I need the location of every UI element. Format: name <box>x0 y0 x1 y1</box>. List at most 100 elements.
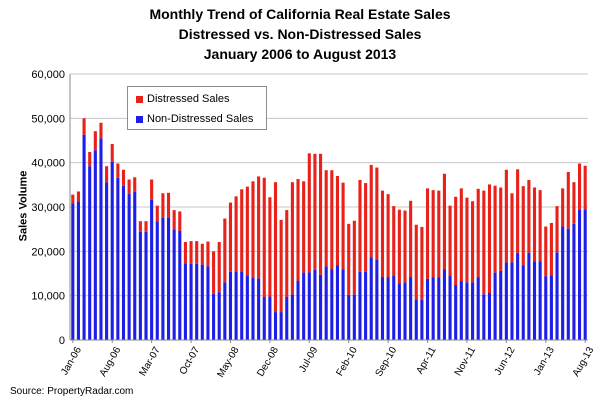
bar-non-distressed <box>437 277 441 340</box>
bar-non-distressed <box>330 269 334 340</box>
bar-non-distressed <box>240 271 244 340</box>
bar-distressed <box>549 222 553 276</box>
bar-distressed <box>510 193 514 263</box>
bar-distressed <box>493 185 497 273</box>
bar-non-distressed <box>375 259 379 340</box>
bar-non-distressed <box>195 263 199 340</box>
x-tick-label: Nov-11 <box>453 345 478 378</box>
bar-distressed <box>566 171 570 229</box>
bar-non-distressed <box>414 299 418 340</box>
bar-distressed <box>341 182 345 270</box>
bar-non-distressed <box>549 275 553 340</box>
bar-non-distressed <box>459 281 463 340</box>
bar-distressed <box>268 197 272 297</box>
bar-non-distressed <box>425 278 430 340</box>
x-tick-label: Aug-06 <box>98 345 124 379</box>
bar-non-distressed <box>442 269 446 340</box>
bar-distressed <box>245 186 249 276</box>
bar-distressed <box>116 163 120 178</box>
bar-non-distressed <box>285 297 289 340</box>
legend: Distressed Sales Non-Distressed Sales <box>127 86 267 130</box>
bar-non-distressed <box>206 266 210 340</box>
bar-non-distressed <box>465 282 469 340</box>
bar-distressed <box>93 131 97 151</box>
bar-distressed <box>487 184 492 294</box>
bar-non-distressed <box>189 263 193 340</box>
bar-non-distressed <box>234 271 238 340</box>
bar-non-distressed <box>364 271 368 340</box>
bar-non-distressed <box>572 223 576 340</box>
x-tick-label: Feb-10 <box>334 345 360 378</box>
bar-distressed <box>471 201 475 283</box>
bar-distressed <box>290 182 294 295</box>
bar-distressed <box>369 164 373 258</box>
bar-distressed <box>380 190 385 278</box>
bar-distressed <box>155 205 159 222</box>
bar-non-distressed <box>504 262 508 340</box>
bar-non-distressed <box>335 265 339 340</box>
bar-non-distressed <box>431 277 435 340</box>
bar-distressed <box>138 221 142 232</box>
bar-non-distressed <box>88 166 92 340</box>
bar-non-distressed <box>296 280 300 340</box>
bar-non-distressed <box>561 226 565 340</box>
bar-distressed <box>583 165 587 210</box>
bar-non-distressed <box>127 193 131 340</box>
bar-distressed <box>335 175 339 266</box>
bar-distressed <box>178 211 182 231</box>
bar-distressed <box>183 242 187 264</box>
bar-distressed <box>324 170 328 267</box>
bar-non-distressed <box>268 296 272 340</box>
bar-non-distressed <box>150 199 154 340</box>
bar-distressed <box>234 196 238 272</box>
bar-non-distressed <box>144 231 148 340</box>
bar-distressed <box>538 190 542 262</box>
bar-distressed <box>105 166 109 183</box>
bar-non-distressed <box>251 277 255 340</box>
bar-distressed <box>195 241 199 264</box>
bar-distressed <box>150 179 154 200</box>
bar-distressed <box>375 167 379 260</box>
bar-non-distressed <box>313 269 317 340</box>
chart-date-range: January 2006 to August 2013 <box>203 46 397 62</box>
bar-non-distressed <box>527 252 531 340</box>
bar-non-distressed <box>380 277 385 340</box>
bar-non-distressed <box>409 277 413 340</box>
bar-non-distressed <box>341 269 345 340</box>
bar-distressed <box>431 190 435 278</box>
bar-distressed <box>386 194 390 278</box>
bar-distressed <box>302 181 306 273</box>
y-tick-label: 20,000 <box>31 246 65 258</box>
bar-non-distressed <box>420 299 424 340</box>
bar-distressed <box>212 251 216 294</box>
bar-non-distressed <box>521 265 525 340</box>
bar-distressed <box>403 210 407 283</box>
bar-distressed <box>544 226 548 277</box>
x-tick-label: Apr-11 <box>415 345 439 376</box>
bar-distressed <box>516 169 520 254</box>
bar-non-distressed <box>245 275 249 340</box>
chart-title-block: Monthly Trend of California Real Estate … <box>0 4 600 64</box>
bar-non-distressed <box>516 253 520 340</box>
bar-distressed <box>425 188 430 279</box>
y-tick-label: 10,000 <box>31 291 65 303</box>
bar-distressed <box>110 144 114 162</box>
y-tick-label: 30,000 <box>31 202 65 214</box>
bar-distressed <box>262 177 266 297</box>
bar-distressed <box>251 181 255 278</box>
bars <box>71 118 587 340</box>
bar-distressed <box>206 241 210 267</box>
x-tick-label: Aug-13 <box>571 345 597 379</box>
bar-non-distressed <box>499 270 503 340</box>
bar-distressed <box>99 122 103 139</box>
bar-distressed <box>347 223 351 295</box>
bar-distressed <box>532 187 537 262</box>
bar-non-distressed <box>200 264 204 340</box>
bar-non-distressed <box>273 312 278 340</box>
bar-distressed <box>296 179 300 281</box>
bar-non-distressed <box>116 177 120 340</box>
axes <box>69 74 588 343</box>
bar-distressed <box>465 197 469 283</box>
y-tick-label: 50,000 <box>31 113 65 125</box>
x-tick-label: Jul-09 <box>297 345 320 374</box>
